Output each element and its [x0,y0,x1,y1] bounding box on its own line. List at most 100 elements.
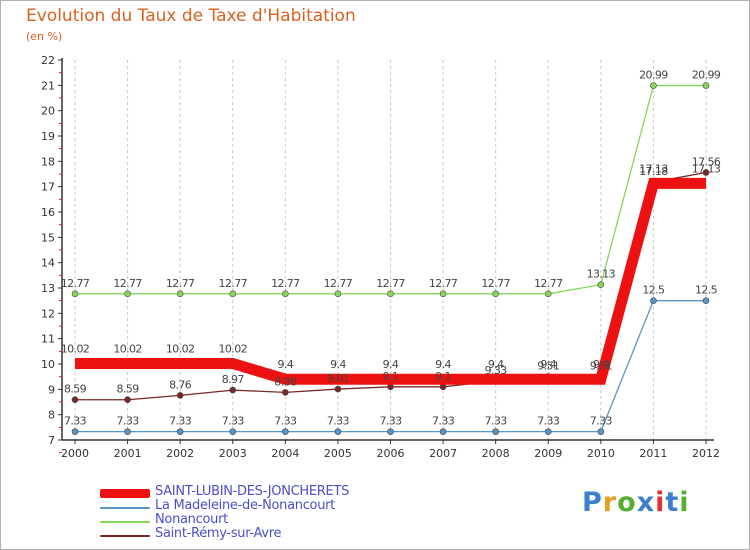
data-label-saint-lubin-des-joncherets: 9.4 [435,358,451,371]
data-point-nonancourt [650,82,657,89]
logo-letter: o [617,487,637,518]
y-tick-label: 10 [41,358,55,371]
x-tick-label: 2003 [219,447,247,460]
legend-label: SAINT-LUBIN-DES-JONCHERETS [155,484,350,499]
x-tick-label: 2005 [324,447,352,460]
brand-logo: Proxiti [582,487,690,518]
x-tick-label: 2004 [271,447,299,460]
legend-item: Nonancourt [100,512,430,528]
data-label-saint-remy-sur-avre: 8.76 [169,378,192,391]
data-label-nonancourt: 13.13 [587,268,616,281]
data-point-la-madeleine-de-nonancourt [229,428,237,435]
data-label-nonancourt: 12.77 [61,277,90,290]
data-point-saint-remy-sur-avre [702,169,710,176]
data-point-saint-remy-sur-avre [176,392,184,399]
data-point-nonancourt [544,290,552,298]
data-point-la-madeleine-de-nonancourt [492,428,499,435]
data-label-saint-remy-sur-avre: 9.51 [590,359,612,372]
x-tick-label: 2007 [429,447,457,460]
data-label-la-madeleine-de-nonancourt: 7.33 [64,415,87,428]
x-tick-label: 2010 [587,447,615,460]
data-point-la-madeleine-de-nonancourt [124,428,131,435]
data-label-saint-lubin-des-joncherets: 9.4 [540,358,556,371]
data-label-nonancourt: 12.77 [534,277,563,290]
data-label-la-madeleine-de-nonancourt: 7.33 [590,415,613,428]
data-point-nonancourt [176,290,184,298]
x-tick-label: 2012 [692,447,720,460]
legend-item: La Madeleine-de-Nonancourt [100,498,430,514]
y-tick-label: 18 [41,155,55,168]
data-point-la-madeleine-de-nonancourt [282,428,289,435]
data-point-la-madeleine-de-nonancourt [702,297,710,304]
logo-letter: i [679,487,690,518]
data-label-la-madeleine-de-nonancourt: 7.33 [537,415,560,428]
y-tick-label: 12 [41,307,55,320]
data-point-saint-remy-sur-avre [71,396,79,404]
data-label-la-madeleine-de-nonancourt: 7.33 [327,415,350,428]
data-label-la-madeleine-de-nonancourt: 12.5 [695,284,718,297]
data-label-saint-lubin-des-joncherets: 10.02 [219,342,248,355]
data-point-saint-remy-sur-avre [124,396,131,404]
data-point-la-madeleine-de-nonancourt [334,428,342,435]
chart-legend: SAINT-LUBIN-DES-JONCHERETS La Madeleine-d… [100,484,430,542]
y-tick-label: 21 [41,79,55,92]
data-label-saint-lubin-des-joncherets: 10.02 [61,342,90,355]
y-tick-label: 16 [41,206,55,219]
chart-unit-label: (en %) [26,30,63,43]
data-label-saint-remy-sur-avre: 9.1 [383,370,399,383]
line-chart: 7 8 9 10 11 12 13 14 15 16 17 18 19 20 21 22 2000 2001 200… [41,54,721,460]
x-tick-label: 2009 [534,447,562,460]
data-label-nonancourt: 12.77 [429,277,458,290]
legend-label: Nonancourt [155,512,228,527]
data-label-saint-lubin-des-joncherets: 9.4 [383,358,399,371]
data-label-la-madeleine-de-nonancourt: 12.5 [642,284,665,297]
data-label-nonancourt: 12.77 [166,277,195,290]
y-tick-label: 20 [41,105,55,118]
data-label-la-madeleine-de-nonancourt: 7.33 [432,415,455,428]
logo-letter: i [655,487,666,518]
data-label-saint-lubin-des-joncherets: 9.4 [330,358,346,371]
data-point-la-madeleine-de-nonancourt [439,428,447,435]
data-point-la-madeleine-de-nonancourt [544,428,552,435]
data-point-nonancourt [492,290,499,298]
data-label-la-madeleine-de-nonancourt: 7.33 [117,415,140,428]
data-point-saint-remy-sur-avre [282,389,289,396]
y-tick-label: 9 [48,383,55,396]
data-point-la-madeleine-de-nonancourt [387,428,394,435]
data-point-saint-remy-sur-avre [229,386,237,394]
legend-swatch [100,507,150,509]
x-tick-label: 2011 [639,447,667,460]
data-point-nonancourt [702,82,710,89]
data-label-nonancourt: 12.77 [219,277,248,290]
y-tick-label: 7 [48,434,55,447]
data-point-la-madeleine-de-nonancourt [71,428,79,435]
y-tick-label: 8 [48,409,55,422]
data-point-nonancourt [71,290,79,298]
logo-letter: t [665,487,680,518]
data-label-nonancourt: 20.99 [639,69,668,82]
y-tick-label: 22 [41,54,55,67]
data-label-saint-remy-sur-avre: 9.51 [537,359,559,372]
series-line-saint-lubin-des-joncherets [75,177,706,385]
data-label-nonancourt: 12.77 [324,277,353,290]
data-label-saint-remy-sur-avre: 8.59 [117,383,140,396]
data-label-la-madeleine-de-nonancourt: 7.33 [169,415,192,428]
data-point-nonancourt [334,290,342,298]
y-tick-label: 14 [41,257,55,270]
legend-item: Saint-Rémy-sur-Avre [100,526,430,542]
legend-swatch [100,489,150,498]
logo-letter: P [582,487,603,518]
data-label-la-madeleine-de-nonancourt: 7.33 [274,415,297,428]
data-label-saint-remy-sur-avre: 17.56 [692,155,721,168]
data-label-saint-lubin-des-joncherets: 10.02 [113,342,142,355]
x-tick-label: 2001 [114,447,142,460]
data-point-nonancourt [229,290,237,298]
x-tick-label: 2002 [166,447,194,460]
data-label-la-madeleine-de-nonancourt: 7.33 [222,415,245,428]
legend-swatch [100,535,150,537]
x-tick-label: 2006 [377,447,405,460]
data-point-nonancourt [439,290,447,298]
data-label-saint-lubin-des-joncherets: 10.02 [166,342,195,355]
data-label-nonancourt: 12.77 [271,277,300,290]
data-label-saint-remy-sur-avre: 8.59 [64,383,87,396]
